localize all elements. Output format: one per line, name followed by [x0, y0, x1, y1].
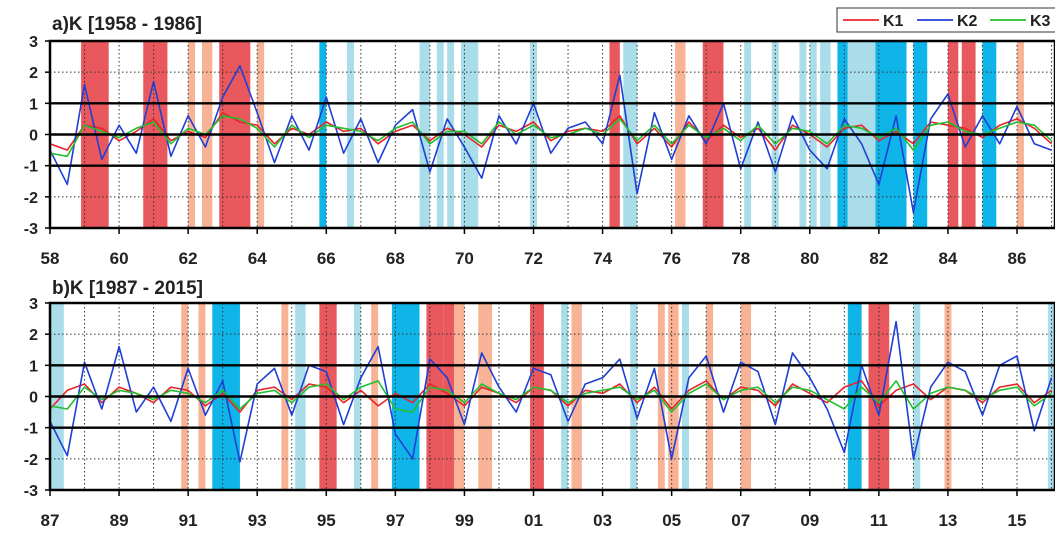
y-tick-label: -2 [24, 190, 38, 207]
y-tick-label: 2 [29, 65, 38, 82]
panel-title: b)K [1987 - 2015] [52, 278, 203, 299]
x-tick-label: 86 [1008, 249, 1027, 268]
y-tick-label: 3 [29, 296, 38, 313]
y-tick-label: 1 [29, 358, 38, 375]
x-tick-label: 91 [179, 511, 198, 530]
x-tick-label: 07 [731, 511, 750, 530]
x-tick-label: 11 [870, 511, 888, 530]
x-tick-label: 93 [248, 511, 267, 530]
series-line-k2 [50, 320, 1053, 463]
legend: K1 K2 K3 [836, 7, 1055, 33]
y-tick-label: 0 [29, 128, 38, 145]
y-tick-label: -2 [24, 452, 38, 469]
y-tick-label: -1 [24, 159, 38, 176]
x-tick-label: 15 [1008, 511, 1027, 530]
x-tick-label: 80 [800, 249, 819, 268]
y-tick-label: -3 [24, 483, 38, 500]
panel-a: -3 -2 -1 0 1 2 3 58 60 62 64 66 68 70 72 74 76 78 80 82 84 86… [24, 14, 1055, 268]
x-tick-label: 60 [110, 249, 129, 268]
x-tick-label: 97 [386, 511, 405, 530]
y-tick-label: 3 [29, 34, 38, 51]
y-tick-label: -3 [24, 221, 38, 238]
x-tick-label: 87 [41, 511, 60, 530]
legend-label-k3: K3 [1030, 13, 1051, 30]
x-tick-label: 05 [662, 511, 681, 530]
legend-label-k2: K2 [957, 13, 978, 30]
x-tick-label: 82 [869, 249, 888, 268]
x-tick-label: 78 [731, 249, 750, 268]
y-tick-label: 0 [29, 390, 38, 407]
x-tick-label: 74 [593, 249, 612, 268]
y-tick-label: 2 [29, 327, 38, 344]
x-tick-label: 95 [317, 511, 336, 530]
x-tick-label: 89 [110, 511, 129, 530]
x-tick-label: 62 [179, 249, 198, 268]
x-tick-label: 70 [455, 249, 474, 268]
y-tick-label: -1 [24, 421, 38, 438]
x-tick-label: 68 [386, 249, 405, 268]
x-tick-label: 58 [41, 249, 60, 268]
x-tick-label: 66 [317, 249, 336, 268]
x-tick-label: 99 [455, 511, 474, 530]
x-tick-label: 13 [938, 511, 957, 530]
x-tick-label: 84 [938, 249, 957, 268]
x-tick-label: 09 [800, 511, 819, 530]
panel-title: a)K [1958 - 1986] [52, 14, 202, 35]
x-tick-label: 03 [593, 511, 612, 530]
x-tick-label: 64 [248, 249, 267, 268]
x-tick-label: 72 [524, 249, 543, 268]
x-tick-label: 76 [662, 249, 681, 268]
y-tick-label: 1 [29, 96, 38, 113]
legend-label-k1: K1 [883, 13, 904, 30]
series-line-k2 [50, 65, 1052, 214]
x-tick-label: 01 [524, 511, 543, 530]
